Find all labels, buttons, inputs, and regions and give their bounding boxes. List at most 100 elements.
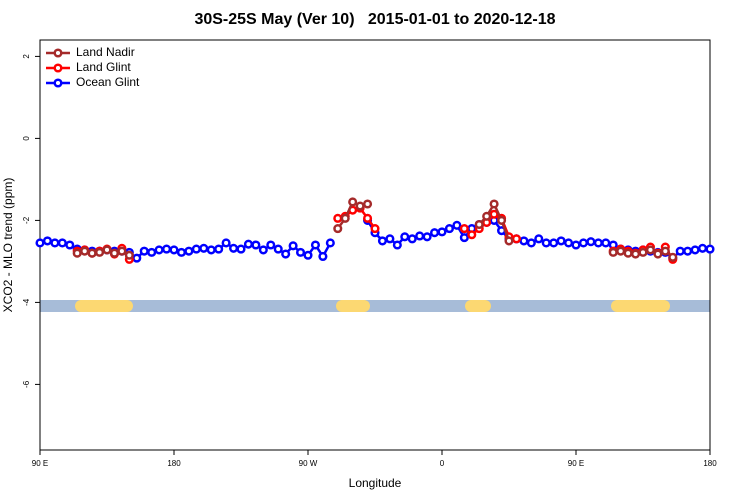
x-axis-label: Longitude xyxy=(349,476,402,490)
data-point xyxy=(184,246,194,256)
data-point xyxy=(370,224,380,234)
data-point xyxy=(653,249,663,259)
y-tick-label: -4 xyxy=(22,298,31,306)
data-point xyxy=(109,248,119,258)
data-point xyxy=(489,199,499,209)
data-point xyxy=(474,219,484,230)
data-point xyxy=(169,245,179,255)
data-point xyxy=(333,224,343,234)
data-point xyxy=(214,244,224,254)
data-point xyxy=(288,241,298,251)
data-point xyxy=(534,234,544,244)
data-point xyxy=(132,253,142,263)
legend-label: Land Glint xyxy=(76,60,131,74)
legend-marker xyxy=(53,63,63,73)
data-point xyxy=(631,249,641,259)
data-point xyxy=(526,238,536,248)
data-point xyxy=(95,247,105,257)
x-tick-label: 180 xyxy=(703,459,717,468)
data-point xyxy=(511,234,521,244)
data-point xyxy=(117,246,127,256)
y-tick-label: 0 xyxy=(22,136,31,141)
data-point xyxy=(504,236,514,246)
data-point xyxy=(199,243,209,253)
y-tick-label: 2 xyxy=(22,54,31,59)
data-point xyxy=(340,213,350,223)
data-point xyxy=(616,246,626,256)
data-point xyxy=(57,238,67,248)
data-point xyxy=(281,249,291,259)
data-point xyxy=(459,224,469,234)
data-point xyxy=(318,251,328,262)
data-point xyxy=(638,247,648,257)
surface-band xyxy=(40,300,710,312)
data-point xyxy=(608,247,618,257)
data-point xyxy=(35,238,45,248)
data-point xyxy=(296,247,306,257)
data-point xyxy=(497,215,507,225)
data-point xyxy=(541,238,551,248)
legend-marker xyxy=(53,48,63,58)
data-point xyxy=(675,246,685,256)
data-point xyxy=(407,234,417,244)
data-point xyxy=(571,240,581,250)
data-point xyxy=(72,248,82,258)
x-tick-label: 90 E xyxy=(32,459,48,468)
data-point xyxy=(243,239,253,249)
data-point xyxy=(42,236,52,246)
chart-title: 30S-25S May (Ver 10) 2015-01-01 to 2020-… xyxy=(194,11,555,28)
data-point xyxy=(549,238,559,248)
data-point xyxy=(162,244,172,254)
data-point xyxy=(333,213,343,223)
data-point xyxy=(422,232,432,242)
data-point xyxy=(310,240,320,250)
data-point xyxy=(236,244,246,254)
data-point xyxy=(87,248,97,258)
data-point xyxy=(601,238,611,248)
data-point xyxy=(258,245,268,255)
data-point xyxy=(623,248,633,258)
data-point xyxy=(229,243,239,253)
data-point xyxy=(176,247,186,257)
data-point xyxy=(705,244,715,254)
x-tick-label: 90 W xyxy=(299,459,318,468)
data-point xyxy=(415,231,425,241)
data-point xyxy=(668,252,678,262)
data-point xyxy=(303,250,313,260)
data-point xyxy=(102,245,112,255)
data-point xyxy=(377,236,387,246)
data-point xyxy=(690,245,700,255)
land-band xyxy=(611,300,670,312)
data-point xyxy=(467,230,477,240)
data-point xyxy=(139,246,149,256)
data-point xyxy=(444,224,454,234)
data-point xyxy=(556,236,566,246)
x-tick-label: 0 xyxy=(440,459,445,468)
data-point xyxy=(147,247,157,257)
x-tick-label: 90 E xyxy=(568,459,584,468)
data-point xyxy=(392,240,402,250)
data-point xyxy=(385,234,395,244)
data-point xyxy=(363,199,373,209)
x-tick-label: 180 xyxy=(167,459,181,468)
data-point xyxy=(251,240,261,250)
y-tick-label: -6 xyxy=(22,380,31,388)
data-point xyxy=(586,237,596,247)
data-point xyxy=(683,246,693,256)
data-point xyxy=(266,240,276,250)
data-point xyxy=(154,245,164,255)
data-point xyxy=(437,227,447,237)
data-point xyxy=(578,238,588,248)
data-point xyxy=(325,238,335,248)
data-point xyxy=(660,246,670,256)
data-point xyxy=(400,232,410,242)
data-point xyxy=(124,250,134,260)
data-point xyxy=(519,236,529,246)
data-point xyxy=(355,201,365,211)
data-point xyxy=(65,240,75,250)
data-point xyxy=(80,246,90,256)
data-point xyxy=(191,244,201,254)
data-point xyxy=(593,238,603,248)
data-point xyxy=(452,220,462,230)
